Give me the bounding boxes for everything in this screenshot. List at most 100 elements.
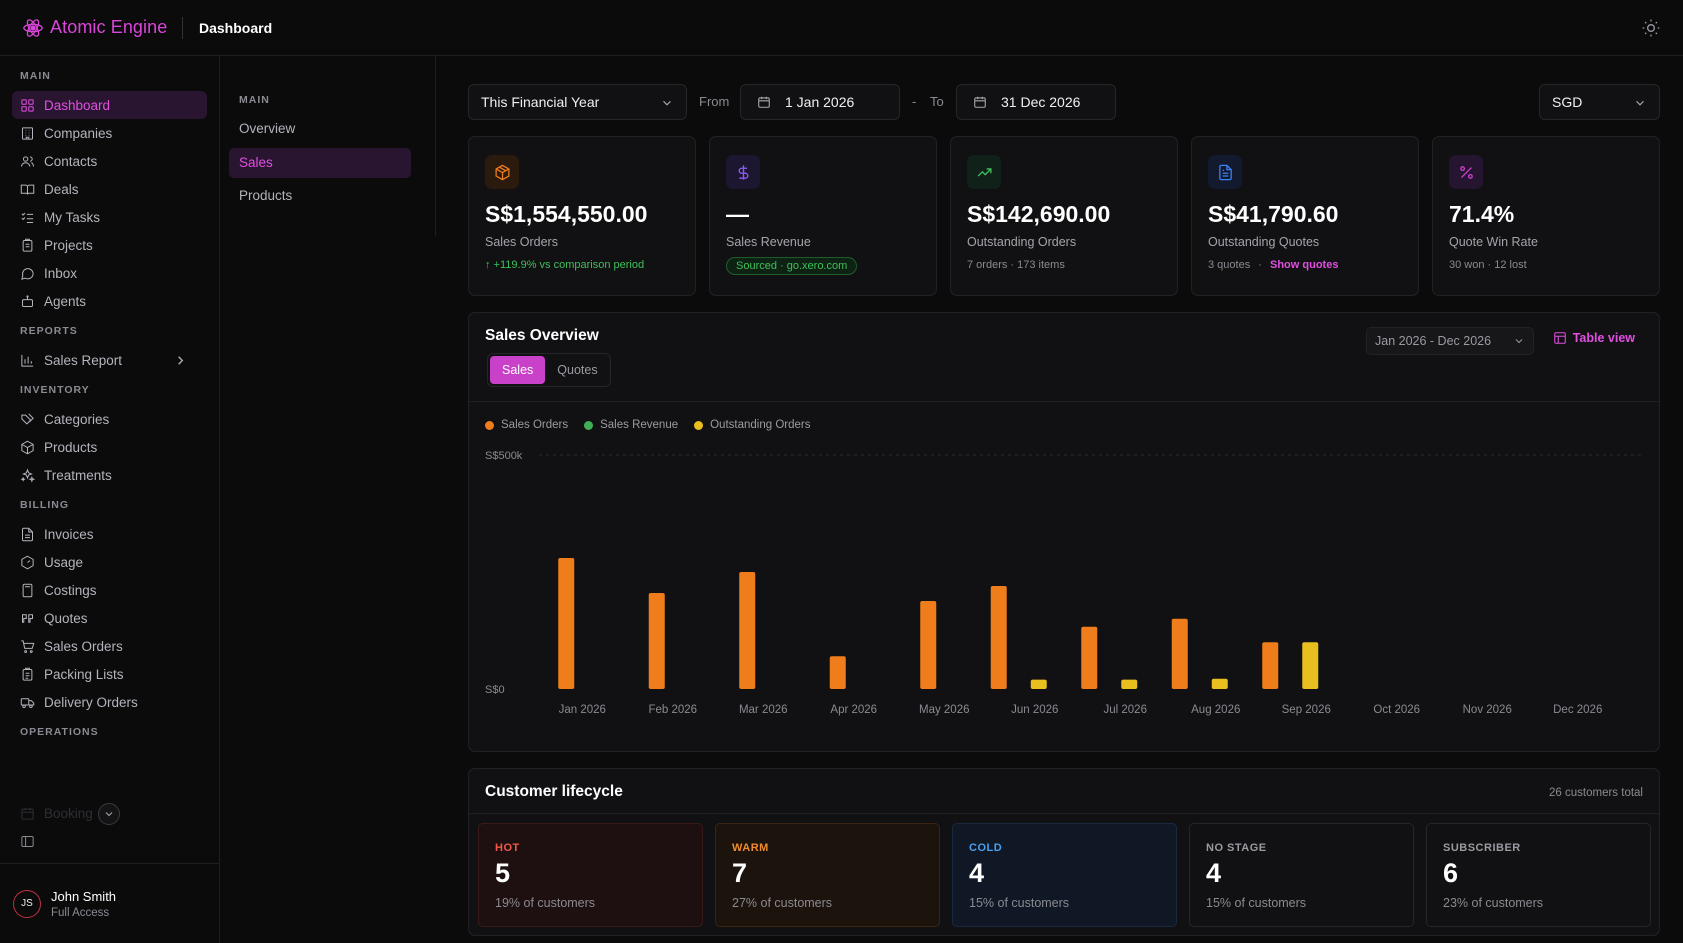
calculator-icon <box>22 583 33 597</box>
sidebar-item-dashboard[interactable]: Dashboard <box>12 91 207 119</box>
stage-count: 4 <box>1206 858 1222 888</box>
sidebar-item-inbox[interactable]: Inbox <box>12 259 207 287</box>
sidebar-item-categories[interactable]: Categories <box>12 405 207 433</box>
sun-icon[interactable] <box>1641 18 1661 38</box>
kpi-card-outstanding-orders[interactable]: S$142,690.00 Outstanding Orders 7 orders… <box>950 136 1178 296</box>
sidebar-item-label: Dashboard <box>44 97 111 113</box>
date-range-value: Jan 2026 - Dec 2026 <box>1375 334 1492 348</box>
brand[interactable]: Atomic Engine <box>0 17 182 39</box>
x-tick-label: Jun 2026 <box>1011 704 1058 716</box>
stage-count: 4 <box>969 858 985 888</box>
period-value: This Financial Year <box>481 94 600 110</box>
source-badge[interactable]: Sourced · go.xero.com <box>726 257 858 275</box>
sidebar-item-sales-report[interactable]: Sales Report <box>12 346 207 374</box>
sidebar-nav: MAIN Dashboard Companies Contacts Deals My Ta… <box>0 56 219 738</box>
currency-value: SGD <box>1552 94 1583 110</box>
card-value: S$41,790.60 <box>1208 201 1339 227</box>
sidebar-item-label: Sales Report <box>44 352 123 368</box>
tab-quotes[interactable]: Quotes <box>557 363 598 377</box>
sidebar: MAIN Dashboard Companies Contacts Deals My Ta… <box>0 56 220 943</box>
tab-sales[interactable]: Sales <box>490 356 546 384</box>
sidebar-item-deals[interactable]: Deals <box>12 175 207 203</box>
page-title: Dashboard <box>199 19 273 36</box>
x-tick-label: Oct 2026 <box>1373 704 1420 716</box>
sidebar-item-label: Treatments <box>44 467 112 483</box>
chevron-down-icon <box>663 100 671 106</box>
card-label: Sales Revenue <box>726 235 811 249</box>
legend-item[interactable]: Sales Revenue <box>584 419 678 431</box>
stage-card-warm[interactable]: WARM 7 27% of customers <box>715 823 940 927</box>
sidebar-item-label: Agents <box>44 293 87 309</box>
sidebar-item-companies[interactable]: Companies <box>12 119 207 147</box>
kpi-card-sales-orders[interactable]: S$1,554,550.00 Sales Orders ↑ +119.9% vs… <box>468 136 696 296</box>
sidebar-faded-item[interactable]: Booking <box>20 804 93 822</box>
table-view-label: Table view <box>1572 331 1635 345</box>
stage-name: NO STAGE <box>1206 842 1267 854</box>
stage-card-cold[interactable]: COLD 4 15% of customers <box>952 823 1177 927</box>
scroll-down-button[interactable] <box>98 803 120 825</box>
bar-outstanding-orders <box>1121 679 1138 689</box>
card-value: S$1,554,550.00 <box>485 201 648 227</box>
kpi-card-quote-win-rate[interactable]: 71.4% Quote Win Rate 30 won · 12 lost <box>1432 136 1660 296</box>
sidebar-item-costings[interactable]: Costings <box>12 576 207 604</box>
quote-icon <box>22 613 33 623</box>
kpi-card-sales-revenue[interactable]: — Sales Revenue Sourced · go.xero.com <box>709 136 937 296</box>
package-icon <box>21 440 34 454</box>
card-icon-box <box>967 155 1001 189</box>
chevron-down-icon <box>1636 100 1644 106</box>
sidebar-toggle-icon[interactable] <box>20 834 35 849</box>
sidebar-item-invoices[interactable]: Invoices <box>12 520 207 548</box>
sidebar-item-products[interactable]: Products <box>12 433 207 461</box>
subnav-item-sales[interactable]: Sales <box>229 148 411 178</box>
subnav-item-overview[interactable]: Overview <box>239 121 296 136</box>
legend-dot <box>485 420 494 430</box>
card-icon-box <box>1449 155 1483 189</box>
bar-sales-orders <box>1081 626 1098 689</box>
subnav-item-products[interactable]: Products <box>239 188 293 203</box>
sidebar-item-contacts[interactable]: Contacts <box>12 147 207 175</box>
package-icon <box>494 164 510 180</box>
sidebar-item-usage[interactable]: Usage <box>12 548 207 576</box>
bar-outstanding-orders <box>1030 679 1047 689</box>
table-view-button[interactable]: Table view <box>1553 331 1635 345</box>
chevron-right-icon <box>178 356 184 365</box>
legend-item[interactable]: Sales Orders <box>485 419 568 431</box>
y-tick-label: S$500k <box>485 450 523 462</box>
sidebar-item-agents[interactable]: Agents <box>12 287 207 315</box>
sidebar-item-label: Quotes <box>44 610 88 626</box>
user-profile[interactable]: JS John Smith Full Access <box>0 863 219 943</box>
show-quotes-link[interactable]: Show quotes <box>1270 259 1339 271</box>
sidebar-item-sales-orders[interactable]: Sales Orders <box>12 632 207 660</box>
sidebar-item-treatments[interactable]: Treatments <box>12 461 207 489</box>
kpi-card-outstanding-quotes[interactable]: S$41,790.60 Outstanding Quotes 3 quotes … <box>1191 136 1419 296</box>
currency-select[interactable]: SGD <box>1539 84 1660 120</box>
list-checks-icon <box>21 212 34 223</box>
sidebar-item-packing-lists[interactable]: Packing Lists <box>12 660 207 688</box>
to-date-picker[interactable]: 31 Dec 2026 <box>956 84 1116 120</box>
avatar: JS <box>13 889 41 918</box>
sidebar-item-my-tasks[interactable]: My Tasks <box>12 203 207 231</box>
period-select[interactable]: This Financial Year <box>468 84 687 120</box>
card-change: ↑ +119.9% vs comparison period <box>485 259 645 271</box>
bar-sales-orders <box>558 557 575 689</box>
sales-overview-panel: Sales Overview Sales Quotes Jan 2026 - D… <box>468 312 1660 752</box>
stage-count: 6 <box>1443 858 1459 888</box>
sidebar-item-delivery-orders[interactable]: Delivery Orders <box>12 688 207 716</box>
sidebar-item-quotes[interactable]: Quotes <box>12 604 207 632</box>
stage-card-no-stage[interactable]: NO STAGE 4 15% of customers <box>1189 823 1414 927</box>
from-date-picker[interactable]: 1 Jan 2026 <box>740 84 900 120</box>
date-range-select[interactable]: Jan 2026 - Dec 2026 <box>1366 327 1534 355</box>
from-date-value: 1 Jan 2026 <box>785 94 855 110</box>
stage-name: SUBSCRIBER <box>1443 842 1521 854</box>
sidebar-item-label: Products <box>44 439 98 455</box>
stage-card-hot[interactable]: HOT 5 19% of customers <box>478 823 703 927</box>
bar-sales-orders <box>1171 618 1188 689</box>
sidebar-item-label: Costings <box>44 582 97 598</box>
legend-item[interactable]: Outstanding Orders <box>694 419 810 431</box>
sidebar-item-projects[interactable]: Projects <box>12 231 207 259</box>
x-tick-label: Jul 2026 <box>1104 704 1147 716</box>
sidebar-section-label: MAIN <box>20 70 51 82</box>
sub-navigation: MAIN Overview Sales Products <box>220 56 436 236</box>
stage-count: 5 <box>495 858 511 888</box>
stage-card-subscriber[interactable]: SUBSCRIBER 6 23% of customers <box>1426 823 1651 927</box>
